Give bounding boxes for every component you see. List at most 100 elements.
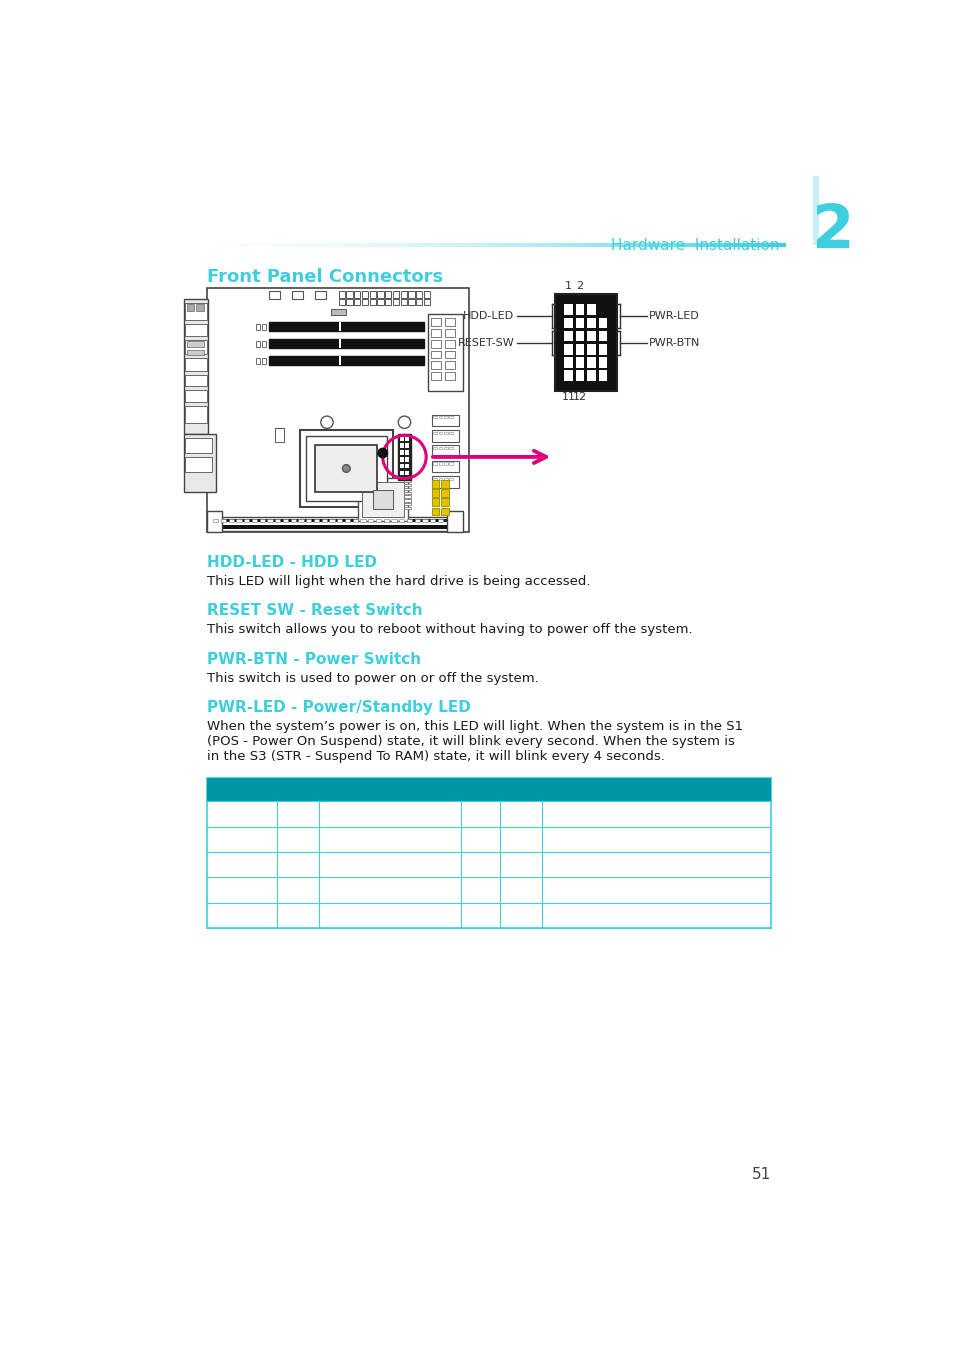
Bar xyxy=(185,340,207,354)
Bar xyxy=(575,331,583,342)
Bar xyxy=(185,390,207,402)
Bar xyxy=(255,340,259,347)
Bar xyxy=(338,323,340,331)
Bar xyxy=(587,344,596,355)
Bar xyxy=(431,351,440,358)
Bar xyxy=(360,518,365,522)
Bar xyxy=(299,429,393,508)
Bar xyxy=(449,478,453,481)
Bar xyxy=(416,300,422,305)
Bar xyxy=(598,370,607,381)
Bar xyxy=(444,362,455,369)
Bar xyxy=(449,462,453,464)
Bar xyxy=(423,300,430,305)
Text: HDD Power: HDD Power xyxy=(353,807,427,821)
Bar xyxy=(207,288,468,532)
Bar xyxy=(598,344,607,355)
Bar xyxy=(183,300,208,433)
Bar xyxy=(353,518,357,522)
Bar xyxy=(431,329,440,336)
Bar xyxy=(444,340,455,347)
Bar xyxy=(587,305,596,316)
Bar xyxy=(575,305,583,316)
Bar xyxy=(373,490,393,509)
Bar xyxy=(438,447,442,450)
Bar xyxy=(185,302,207,320)
Bar xyxy=(563,317,572,328)
Bar xyxy=(399,450,403,455)
Bar xyxy=(443,416,447,418)
Bar xyxy=(431,477,458,487)
Bar xyxy=(433,478,436,481)
Text: 12: 12 xyxy=(573,393,586,402)
Text: RESET-SW: RESET-SW xyxy=(457,338,514,347)
Bar xyxy=(431,373,440,379)
Bar xyxy=(331,309,346,316)
Bar xyxy=(329,518,335,522)
Bar xyxy=(404,500,410,502)
Bar xyxy=(563,356,572,367)
Bar xyxy=(346,292,353,297)
Bar xyxy=(443,478,447,481)
Bar xyxy=(306,436,386,501)
Bar xyxy=(438,416,442,418)
Bar xyxy=(433,432,436,433)
Bar xyxy=(214,518,455,522)
Bar xyxy=(187,342,204,347)
Bar xyxy=(375,518,381,522)
Bar xyxy=(431,508,439,516)
Bar xyxy=(587,356,596,367)
Text: Signal: Signal xyxy=(369,833,410,845)
Bar xyxy=(437,518,443,522)
Bar xyxy=(207,778,770,801)
Bar xyxy=(431,489,439,497)
Bar xyxy=(354,292,360,297)
Bar xyxy=(269,292,279,300)
Bar xyxy=(282,518,288,522)
Bar xyxy=(443,447,447,450)
Bar xyxy=(357,478,408,521)
Bar xyxy=(440,508,448,516)
Text: 8: 8 xyxy=(517,883,525,896)
Bar xyxy=(383,518,389,522)
Bar xyxy=(431,498,439,506)
Bar xyxy=(404,487,410,490)
Bar xyxy=(185,456,212,472)
Text: HDD-LED - HDD LED: HDD-LED - HDD LED xyxy=(207,555,376,570)
Bar xyxy=(598,331,607,342)
Bar xyxy=(368,518,373,522)
Bar xyxy=(408,300,415,305)
Text: 2: 2 xyxy=(517,807,525,821)
Bar xyxy=(385,292,391,297)
Bar xyxy=(415,518,419,522)
Text: Ground: Ground xyxy=(365,859,415,871)
Bar xyxy=(274,428,284,441)
Bar xyxy=(274,518,280,522)
Circle shape xyxy=(342,464,350,472)
Bar xyxy=(399,471,403,475)
Text: N.C.: N.C. xyxy=(376,909,403,922)
Bar xyxy=(187,305,194,310)
Text: Signal: Signal xyxy=(636,909,677,922)
Circle shape xyxy=(320,416,333,428)
Bar xyxy=(306,518,311,522)
Bar xyxy=(431,340,440,347)
Bar xyxy=(440,498,448,506)
Bar xyxy=(185,406,207,423)
Bar xyxy=(220,518,226,522)
Bar xyxy=(405,436,409,440)
Text: LED Power: LED Power xyxy=(621,833,691,845)
Bar xyxy=(393,300,398,305)
Bar xyxy=(444,319,455,325)
Bar xyxy=(361,482,404,517)
Bar xyxy=(404,491,410,494)
Bar xyxy=(269,356,423,366)
Bar xyxy=(369,300,375,305)
Text: LED Power: LED Power xyxy=(621,807,691,821)
Text: 11: 11 xyxy=(560,393,575,402)
Bar xyxy=(187,350,204,355)
Bar xyxy=(314,518,319,522)
Text: 5: 5 xyxy=(294,833,302,845)
Bar xyxy=(575,370,583,381)
Bar xyxy=(438,478,442,481)
